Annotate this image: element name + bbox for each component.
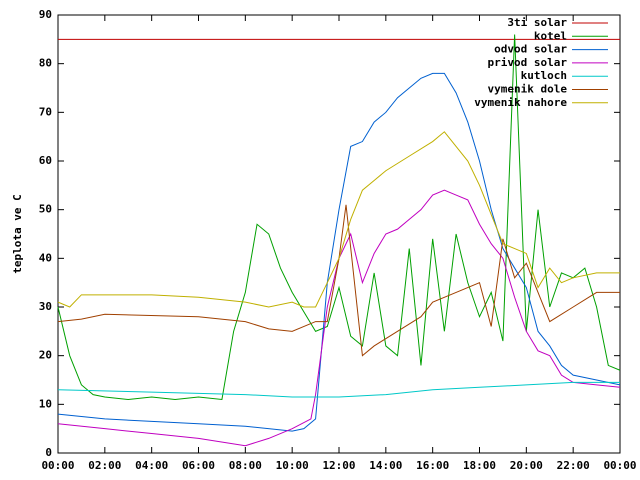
x-tick-label: 02:00 (88, 459, 121, 472)
x-tick-label: 16:00 (416, 459, 449, 472)
x-tick-label: 12:00 (322, 459, 355, 472)
series-line (57, 72, 621, 432)
series-line (57, 189, 621, 447)
series-line (57, 34, 621, 401)
x-tick-label: 14:00 (369, 459, 402, 472)
legend-label: privod solar (488, 56, 568, 69)
y-tick-label: 70 (39, 105, 52, 118)
x-tick-label: 22:00 (557, 459, 590, 472)
series-line (57, 381, 620, 398)
series-line (57, 131, 620, 308)
legend-label: 3ti solar (507, 16, 567, 29)
legend-label: odvod solar (494, 43, 567, 56)
legend-label: kotel (534, 29, 567, 42)
y-axis-label: teplota ve C (11, 194, 24, 273)
x-tick-label: 10:00 (276, 459, 309, 472)
legend-label: vymenik dole (488, 83, 568, 96)
y-tick-label: 60 (39, 154, 52, 167)
x-tick-label: 06:00 (182, 459, 215, 472)
legend-label: kutloch (521, 69, 567, 82)
y-tick-label: 80 (39, 57, 52, 70)
x-tick-label: 04:00 (135, 459, 168, 472)
series-line (57, 204, 620, 357)
x-tick-label: 20:00 (510, 459, 543, 472)
x-tick-label: 00:00 (41, 459, 74, 472)
y-tick-label: 50 (39, 203, 52, 216)
y-tick-label: 40 (39, 251, 52, 264)
x-tick-label: 18:00 (463, 459, 496, 472)
y-tick-label: 0 (45, 446, 52, 459)
x-tick-label: 00:00 (603, 459, 636, 472)
x-tick-label: 08:00 (229, 459, 262, 472)
y-tick-label: 10 (39, 397, 52, 410)
legend-label: vymenik nahore (474, 96, 567, 109)
y-tick-label: 90 (39, 8, 52, 21)
y-tick-label: 30 (39, 300, 52, 313)
y-tick-label: 20 (39, 349, 52, 362)
